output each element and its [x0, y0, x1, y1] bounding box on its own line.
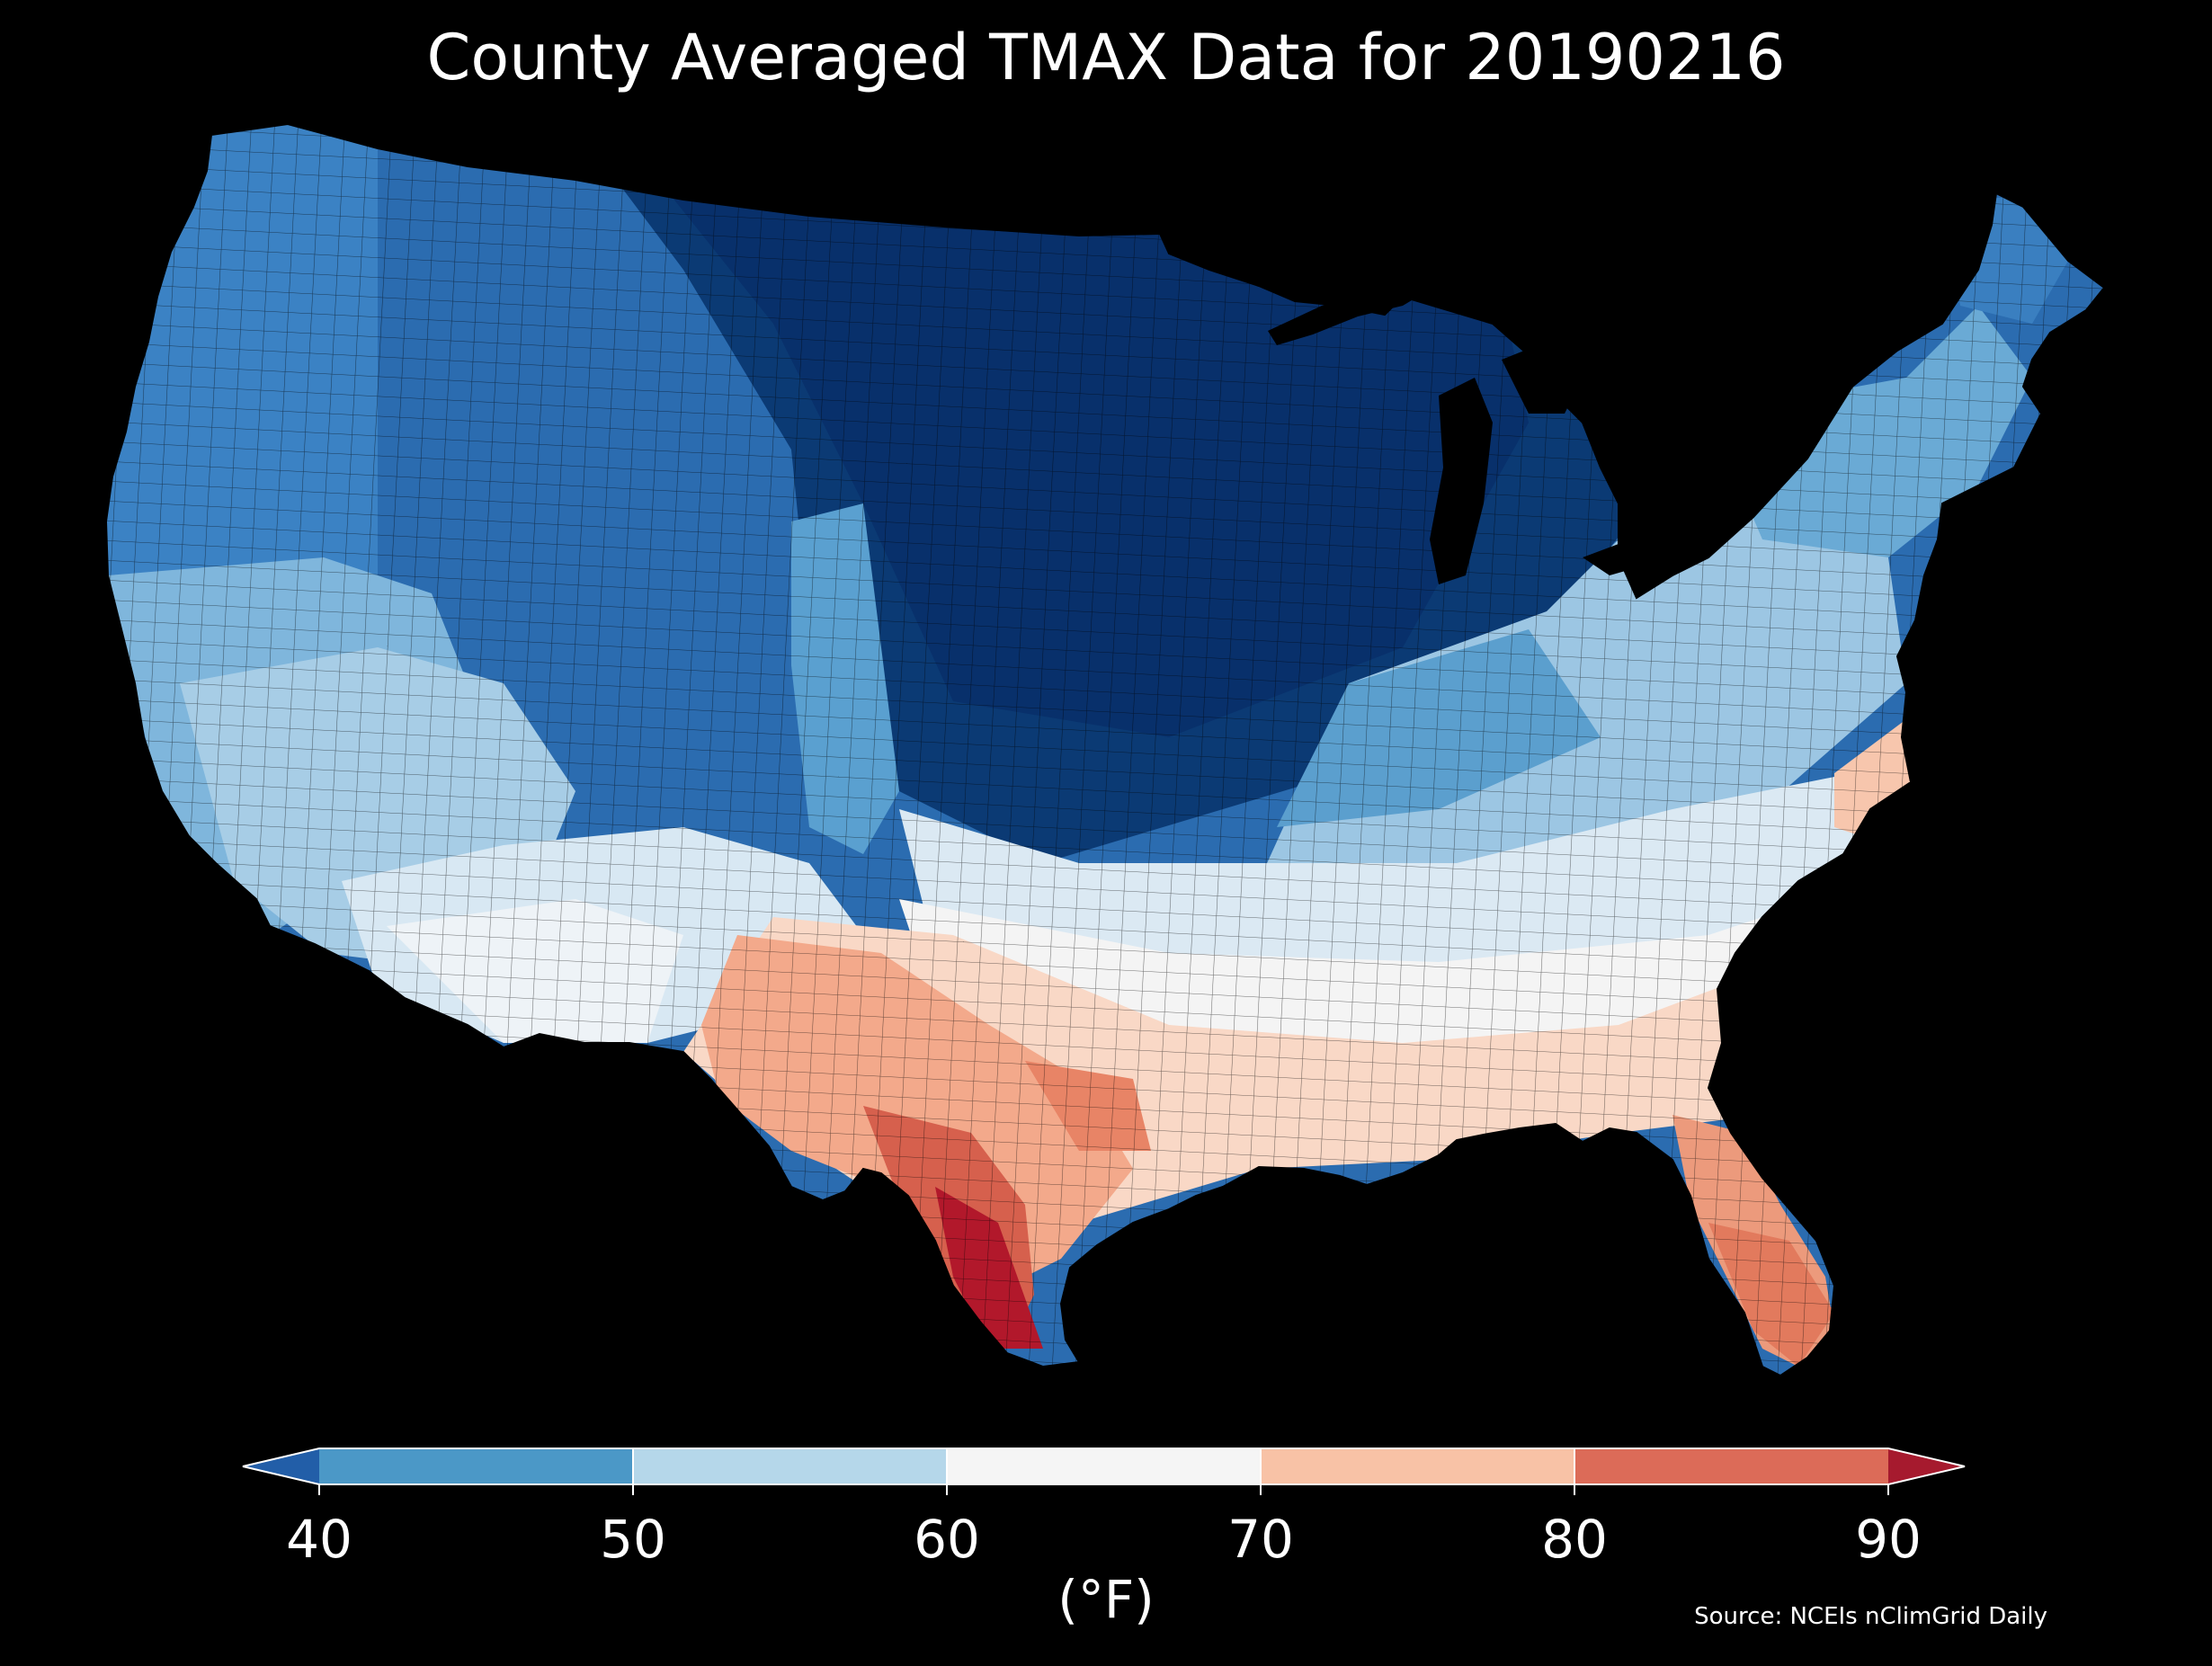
colorbar-tick-label: 90 — [1855, 1509, 1922, 1570]
colorbar-over-arrow — [1888, 1448, 1965, 1484]
great-lakes — [1268, 284, 1798, 584]
source-note: Source: NCEIs nClimGrid Daily — [1694, 1603, 2047, 1630]
colorbar-tick-label: 80 — [1541, 1509, 1608, 1570]
colorbar-unit-label: (°F) — [1057, 1569, 1155, 1630]
colorbar — [242, 1448, 1966, 1495]
us-outline — [104, 122, 2106, 1377]
colorbar-tick-label: 70 — [1227, 1509, 1294, 1570]
colorbar-tick-label: 50 — [600, 1509, 666, 1570]
colorbar-bin-4 — [1574, 1448, 1888, 1484]
colorbar-bin-0 — [319, 1448, 633, 1484]
colorbar-tick-label: 60 — [914, 1509, 980, 1570]
colorbar-under-arrow — [243, 1448, 319, 1484]
map-title: County Averaged TMAX Data for 20190216 — [426, 21, 1786, 94]
colorbar-bin-2 — [947, 1448, 1261, 1484]
colorbar-bin-1 — [633, 1448, 947, 1484]
colorbar-bin-3 — [1261, 1448, 1574, 1484]
colorbar-tick-label: 40 — [286, 1509, 352, 1570]
